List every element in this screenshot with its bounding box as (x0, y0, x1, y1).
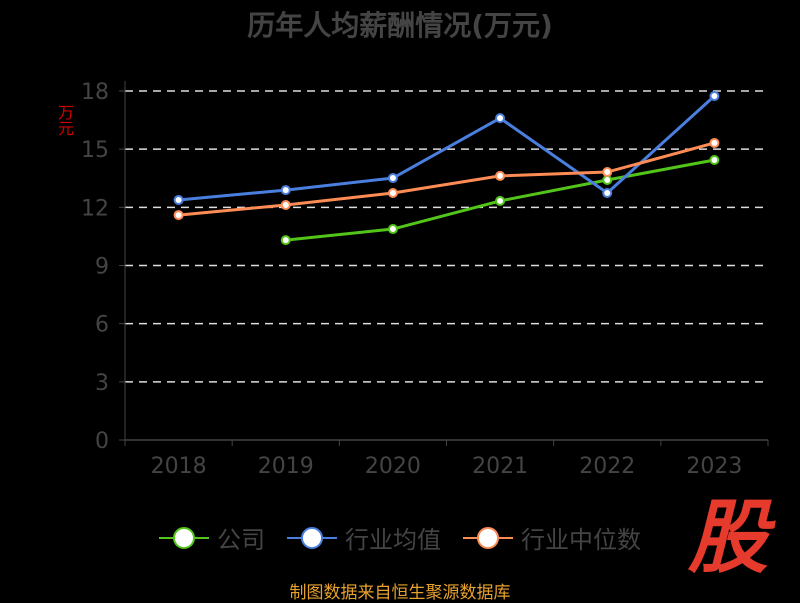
data-point (495, 195, 506, 206)
data-point (387, 187, 398, 198)
x-tick-label: 2018 (151, 454, 207, 479)
data-point (709, 91, 720, 102)
legend-item[interactable]: 公司 (159, 520, 265, 555)
legend-label: 行业均值 (345, 526, 441, 554)
x-tick-label: 2023 (686, 454, 742, 479)
legend-marker-icon (159, 526, 209, 550)
data-point (173, 194, 184, 205)
x-tick-label: 2019 (258, 454, 314, 479)
chart-title: 历年人均薪酬情况(万元) (247, 9, 553, 42)
data-point (173, 210, 184, 221)
legend-item[interactable]: 行业均值 (287, 520, 441, 555)
x-tick-label: 2020 (365, 454, 421, 479)
x-tick-label: 2021 (472, 454, 528, 479)
y-tick-label: 15 (81, 138, 109, 163)
data-point (387, 173, 398, 184)
y-tick-label: 0 (95, 429, 109, 454)
series-line (178, 94, 716, 202)
data-point (387, 224, 398, 235)
data-point (602, 174, 613, 185)
y-tick-label: 9 (95, 255, 109, 280)
data-point (495, 170, 506, 181)
legend-item[interactable]: 行业中位数 (463, 520, 641, 555)
data-point (709, 137, 720, 148)
legend-label: 公司 (217, 526, 265, 554)
y-tick-label: 18 (81, 80, 109, 105)
data-point (280, 200, 291, 211)
legend: 公司 行业均值 行业中位数 (0, 520, 800, 555)
data-point (602, 187, 613, 198)
series-line (178, 141, 715, 217)
footer-source: 制图数据来自恒生聚源数据库 (289, 583, 511, 603)
data-point (280, 185, 291, 196)
legend-marker-icon (463, 526, 513, 550)
data-point (709, 155, 720, 166)
data-point (280, 235, 291, 246)
legend-marker-icon (287, 526, 337, 550)
y-axis-label: 万元 (55, 104, 74, 136)
x-tick-label: 2022 (579, 454, 635, 479)
data-point (495, 113, 506, 124)
y-tick-label: 12 (81, 196, 109, 221)
data-point (602, 167, 613, 178)
logo: 股 (688, 491, 768, 584)
legend-label: 行业中位数 (521, 526, 641, 554)
y-tick-label: 6 (95, 313, 109, 338)
y-tick-label: 3 (95, 371, 109, 396)
